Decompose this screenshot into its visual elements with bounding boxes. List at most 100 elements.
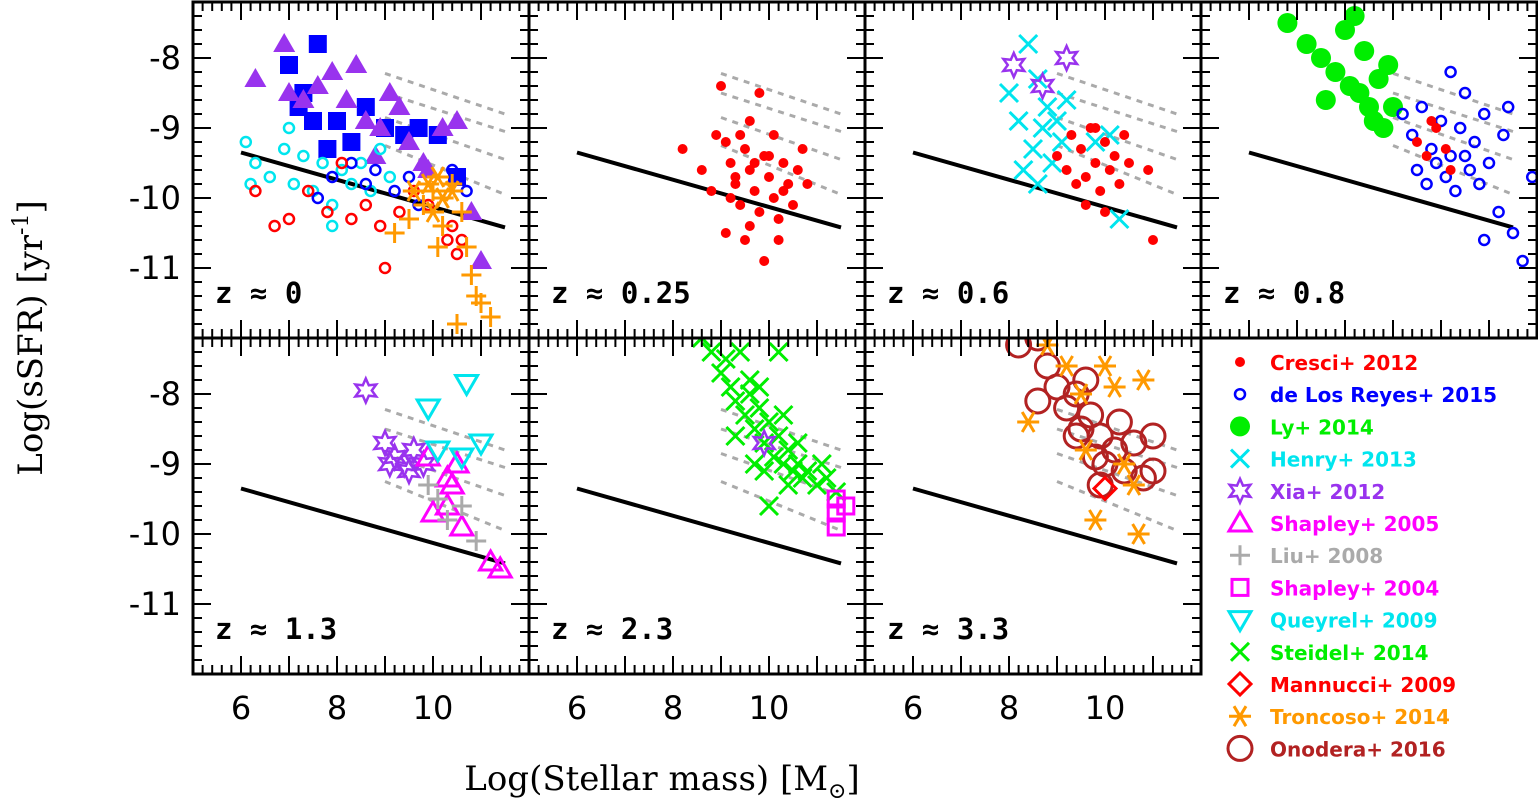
data-point [1405, 128, 1419, 142]
grey-dashed-line-3 [1056, 116, 1178, 161]
data-point [1378, 55, 1399, 75]
grey-dashed-line-1 [1056, 71, 1178, 116]
data-point [739, 369, 760, 391]
data-point [1052, 151, 1062, 161]
data-point [398, 131, 420, 150]
legend-item: Troncoso+ 2014 [1229, 705, 1450, 729]
data-point [740, 235, 750, 245]
data-point [1114, 179, 1125, 189]
data-point [452, 374, 481, 398]
series-invtri_cyan [414, 374, 495, 471]
data-point [325, 170, 339, 184]
data-point [768, 130, 779, 140]
data-point [1139, 457, 1167, 485]
data-point [450, 247, 464, 261]
data-point [1315, 90, 1336, 110]
data-point [1296, 34, 1317, 54]
grey-dashed-line-2 [384, 91, 506, 133]
data-point [778, 186, 789, 196]
data-point [373, 142, 387, 156]
legend-label: Steidel+ 2014 [1270, 641, 1429, 665]
data-point [282, 212, 296, 226]
legend-marker [1229, 705, 1251, 727]
grey-dashed-line-4 [1056, 480, 1178, 532]
legend-item: Xia+ 2012 [1226, 475, 1385, 506]
x-tick-label: 10 [413, 689, 454, 727]
data-point [244, 68, 267, 87]
panel-7: 6 8 10 z ≈ 3.3 [863, 336, 1203, 727]
data-point [369, 163, 382, 177]
legend-item: Queyrel+ 2009 [1226, 609, 1438, 634]
legend-marker [1230, 416, 1250, 437]
panel-plot-area [912, 33, 1178, 245]
data-point [1415, 100, 1429, 114]
data-point [316, 156, 329, 170]
panel-1: -8 -9 -10 -11 z ≈ 0 [129, 0, 531, 340]
data-point [384, 223, 405, 243]
data-point [1449, 184, 1462, 198]
legend-item: Liu+ 2008 [1230, 544, 1383, 568]
series-x_green [691, 338, 847, 517]
series-ring_red [249, 156, 469, 275]
data-point [759, 256, 770, 266]
legend-marker [1226, 509, 1254, 533]
data-point [1440, 144, 1451, 154]
data-point [730, 172, 741, 182]
data-point [280, 56, 298, 74]
data-point [437, 510, 458, 530]
redshift-label: z ≈ 0.8 [1223, 276, 1345, 310]
data-point [1420, 177, 1433, 191]
data-point [418, 475, 439, 495]
data-point [768, 425, 789, 447]
data-point [710, 362, 732, 384]
data-point [1053, 42, 1080, 74]
data-point [456, 237, 477, 257]
data-point [1506, 226, 1520, 240]
data-point [1110, 457, 1138, 485]
data-point [1080, 172, 1091, 182]
grey-dashed-line-1 [384, 407, 506, 452]
data-point [1354, 41, 1375, 61]
data-point [301, 184, 315, 198]
series-dot_red [677, 81, 813, 266]
data-point [278, 82, 300, 101]
data-point [470, 250, 492, 269]
grey-dashed-line-4 [1056, 144, 1178, 196]
data-point [1027, 173, 1048, 195]
data-point [1024, 338, 1052, 352]
series-dot_red [1052, 123, 1158, 245]
data-point [1022, 138, 1044, 160]
y-tick-label: -8 [149, 39, 181, 77]
data-point [345, 212, 358, 226]
data-point [1094, 355, 1116, 377]
data-point [1037, 96, 1058, 118]
data-point [359, 198, 373, 212]
data-point [1066, 130, 1077, 140]
data-point [715, 348, 736, 370]
data-point [1055, 355, 1078, 377]
redshift-label: z ≈ 0.6 [887, 276, 1009, 310]
data-point [1005, 338, 1033, 359]
legend-label: Ly+ 2014 [1270, 415, 1374, 439]
legend-label: Shapley+ 2004 [1270, 576, 1439, 600]
data-point [768, 193, 779, 203]
data-point [1525, 170, 1537, 184]
data-point [1127, 523, 1150, 545]
data-point [1008, 110, 1029, 132]
grey-dashed-line-4 [384, 144, 506, 196]
ticks [1200, 1, 1538, 339]
data-point [287, 177, 301, 191]
data-point [328, 112, 346, 130]
data-point [1516, 254, 1529, 268]
data-point [369, 117, 392, 136]
data-point [424, 440, 452, 464]
data-point [359, 177, 373, 191]
panel-plot-area [576, 71, 842, 266]
data-point [345, 177, 358, 191]
legend-label: Henry+ 2013 [1270, 448, 1417, 472]
legend-item: Shapley+ 2005 [1226, 509, 1439, 536]
data-point [451, 202, 472, 222]
data-point [1453, 121, 1467, 135]
data-point [292, 89, 315, 108]
data-point [1018, 33, 1039, 55]
